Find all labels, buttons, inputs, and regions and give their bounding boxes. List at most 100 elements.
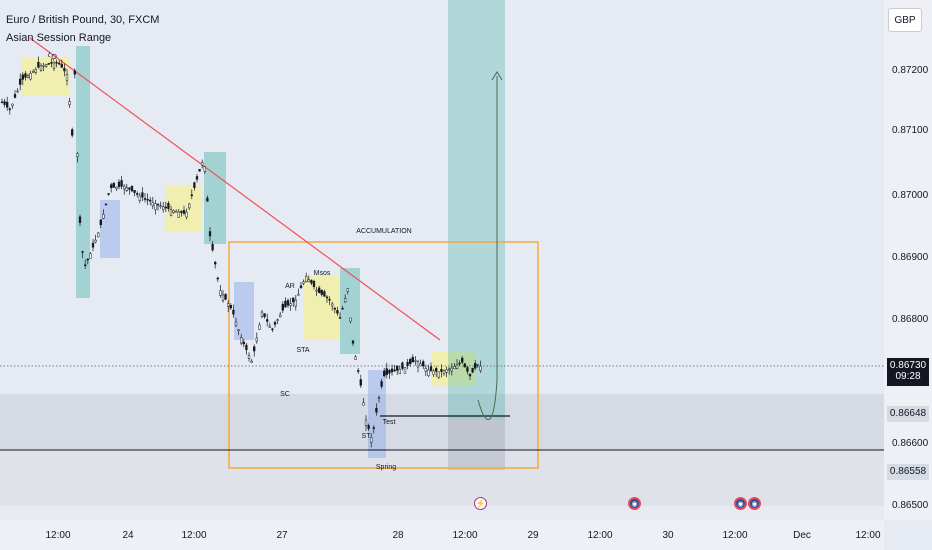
candle-body (297, 293, 300, 296)
candle-body (245, 344, 248, 350)
candle-body (393, 369, 396, 372)
candle-body (435, 368, 438, 372)
green-projection-zone (448, 0, 505, 420)
candle-body (89, 253, 92, 259)
candle-body (151, 202, 154, 207)
projection-arrow[interactable] (477, 76, 498, 420)
candle-body (240, 337, 243, 344)
candle-body (349, 317, 352, 322)
candle-body (102, 214, 105, 219)
asian-range-box (22, 58, 70, 96)
candle-body (195, 176, 199, 180)
time-scale-panel[interactable] (0, 520, 884, 550)
candle-body (73, 70, 76, 75)
sta-label: STA (296, 347, 310, 354)
candle-body (167, 203, 170, 209)
candle-body (112, 182, 115, 188)
candle-body (234, 321, 238, 326)
candlestick-series[interactable] (0, 56, 482, 448)
level-label-upper: 0.86648 (887, 406, 929, 422)
candle-body (442, 370, 446, 375)
candle-body (159, 205, 162, 207)
accumulation-box[interactable] (228, 241, 539, 469)
candle-body (331, 303, 334, 307)
candle-body (341, 307, 344, 310)
candle-body (344, 298, 347, 303)
candle-body (123, 185, 126, 190)
candle-body (453, 366, 456, 370)
candle-body (271, 328, 274, 331)
y-tick: 0.87200 (892, 65, 929, 76)
support-zone (0, 394, 884, 450)
symbol-title[interactable]: Euro / British Pound, 30, FXCM (6, 14, 160, 26)
candle-body (310, 279, 313, 284)
st-label: ST (361, 433, 371, 440)
candle-body (227, 303, 230, 307)
candle-body (302, 281, 305, 284)
candle-body (149, 199, 152, 202)
candle-body (94, 239, 97, 243)
candle-body (276, 319, 279, 321)
candle-body (284, 300, 287, 308)
candle-body (219, 290, 222, 296)
currency-button[interactable]: GBP (888, 8, 922, 32)
x-tick: 12:00 (722, 530, 748, 541)
candle-body (247, 355, 251, 359)
candle-body (229, 305, 232, 309)
y-tick: 0.87100 (892, 125, 929, 136)
candle-body (214, 261, 217, 265)
blue-session-box (100, 200, 120, 258)
candle-body (130, 185, 134, 192)
price-scale-panel[interactable] (884, 0, 932, 520)
trendline[interactable] (29, 37, 441, 341)
candle-body (263, 313, 266, 317)
test-label: Test (382, 419, 396, 426)
candle-body (52, 62, 56, 69)
candle-body (19, 78, 22, 85)
candle-body (175, 210, 178, 213)
flash-icon[interactable]: ⚡ (474, 497, 487, 510)
candle-body (26, 75, 30, 78)
candle-body (206, 197, 209, 202)
candle-body (58, 62, 61, 65)
candle-body (424, 367, 427, 372)
candle-body (333, 307, 336, 310)
candle-body (164, 206, 167, 209)
indicator-label[interactable]: Asian Session Range (6, 32, 112, 44)
candle-body (242, 341, 245, 345)
candle-body (281, 303, 284, 311)
y-tick: 0.86900 (892, 252, 929, 263)
globe-icon[interactable]: ◉ (748, 497, 761, 510)
candle-body (396, 365, 399, 371)
x-tick: Dec (793, 530, 811, 541)
candle-body (323, 291, 326, 297)
candle-body (16, 90, 19, 93)
candle-body (8, 108, 11, 111)
x-tick: 27 (276, 530, 288, 541)
globe-icon[interactable]: ◉ (734, 497, 747, 510)
candle-body (47, 63, 50, 65)
candle-body (429, 366, 433, 371)
globe-icon[interactable]: ◉ (628, 497, 641, 510)
candle-body (128, 187, 131, 190)
candle-body (136, 193, 139, 195)
candle-body (42, 64, 45, 67)
candle-body (375, 407, 378, 413)
candle-body (390, 368, 394, 373)
candle-body (258, 324, 261, 330)
candle-body (169, 209, 173, 216)
candle-body (403, 367, 407, 374)
candle-body (143, 198, 147, 200)
x-tick: 12:00 (452, 530, 478, 541)
candle-body (211, 244, 214, 251)
y-tick: 0.87000 (892, 190, 929, 201)
x-tick: 12:00 (45, 530, 71, 541)
level-label-lower: 0.86558 (887, 464, 929, 480)
candle-body (188, 203, 191, 209)
candle-body (450, 367, 453, 372)
candle-body (455, 364, 459, 369)
candle-body (180, 211, 183, 213)
current-price-label: 0.86730 09:28 (887, 358, 929, 386)
x-tick: 12:00 (181, 530, 207, 541)
